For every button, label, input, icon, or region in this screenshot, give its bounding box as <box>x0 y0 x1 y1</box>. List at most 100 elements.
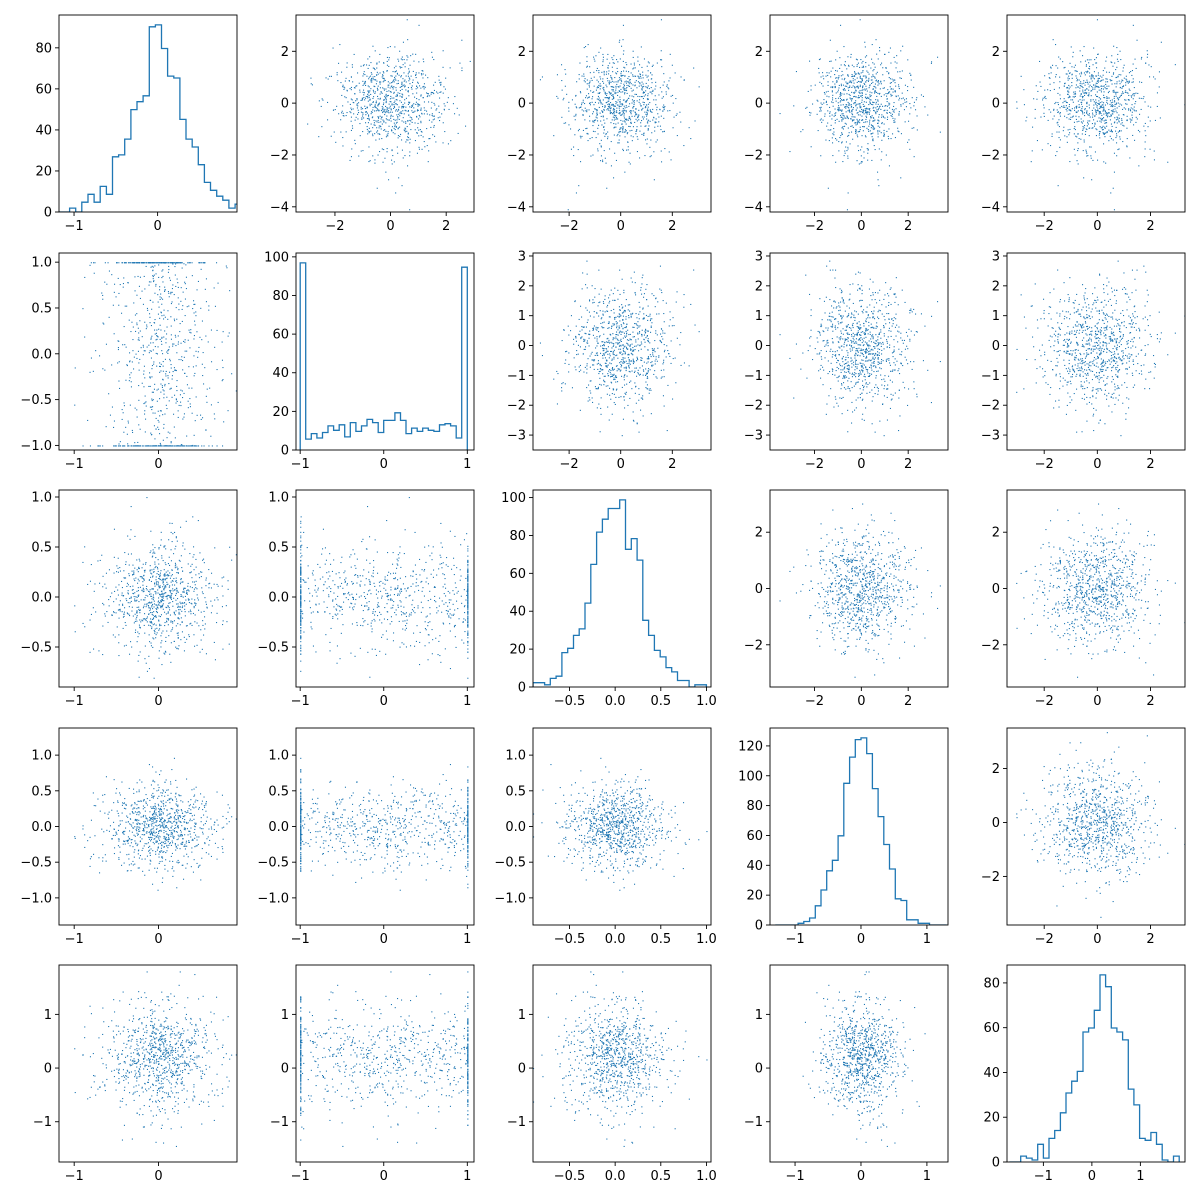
scatter-point <box>854 86 856 88</box>
scatter-point <box>1079 95 1081 97</box>
scatter-point <box>388 119 390 121</box>
scatter-point <box>1073 121 1075 123</box>
scatter-point <box>630 83 632 85</box>
scatter-point <box>356 107 358 109</box>
scatter-point <box>632 50 634 52</box>
scatter-point <box>396 114 398 116</box>
scatter-point <box>656 139 658 141</box>
scatter-point <box>612 369 614 371</box>
scatter-point <box>424 86 426 88</box>
scatter-point <box>588 109 590 111</box>
scatter-point <box>111 274 113 276</box>
scatter-point <box>1081 108 1083 110</box>
scatter-point <box>1049 83 1051 85</box>
scatter-point <box>401 59 403 61</box>
scatter-point <box>877 171 879 173</box>
scatter-point <box>418 135 420 137</box>
scatter-point <box>844 65 846 67</box>
scatter-point <box>1098 130 1100 132</box>
scatter-point <box>410 87 412 89</box>
scatter-point <box>171 378 173 380</box>
scatter-point <box>613 97 615 99</box>
scatter-point <box>635 402 637 404</box>
scatter-point <box>409 209 411 211</box>
scatter-point <box>152 349 154 351</box>
scatter-point <box>593 91 595 93</box>
scatter-point <box>1084 94 1086 96</box>
scatter-point <box>853 96 855 98</box>
scatter-point <box>1147 105 1149 107</box>
scatter-point <box>1069 128 1071 130</box>
scatter-point <box>349 88 351 90</box>
scatter-point <box>1062 61 1064 63</box>
scatter-point <box>371 117 373 119</box>
scatter-point <box>829 111 831 113</box>
scatter-point <box>188 329 190 331</box>
scatter-point <box>841 110 843 112</box>
scatter-point <box>874 91 876 93</box>
x-tick-label: 2 <box>668 219 676 234</box>
scatter-point <box>657 113 659 115</box>
scatter-point <box>829 115 831 117</box>
scatter-point <box>634 121 636 123</box>
scatter-point <box>837 97 839 99</box>
scatter-point <box>141 262 143 264</box>
scatter-point <box>1105 162 1107 164</box>
scatter-point <box>900 104 902 106</box>
scatter-point <box>616 322 618 324</box>
scatter-point <box>1081 99 1083 101</box>
scatter-point <box>859 84 861 86</box>
scatter-point <box>124 305 126 307</box>
scatter-point <box>133 302 135 304</box>
scatter-point <box>589 102 591 104</box>
scatter-point <box>1122 70 1124 72</box>
scatter-point <box>664 148 666 150</box>
scatter-point <box>396 146 398 148</box>
scatter-point <box>878 83 880 85</box>
scatter-point <box>805 107 807 109</box>
scatter-point <box>902 45 904 47</box>
scatter-point <box>95 350 97 352</box>
scatter-point <box>1116 58 1118 60</box>
scatter-point <box>181 356 183 358</box>
scatter-point <box>380 91 382 93</box>
scatter-point <box>1153 76 1155 78</box>
scatter-point <box>371 81 373 83</box>
scatter-point <box>647 338 649 340</box>
scatter-point <box>939 131 941 133</box>
scatter-point <box>1118 80 1120 82</box>
scatter-point <box>1093 84 1095 86</box>
scatter-point <box>617 71 619 73</box>
scatter-point <box>570 128 572 130</box>
scatter-point <box>168 296 170 298</box>
scatter-point <box>386 70 388 72</box>
scatter-point <box>578 107 580 109</box>
scatter-point <box>873 120 875 122</box>
scatter-point <box>1053 108 1055 110</box>
scatter-point <box>163 309 165 311</box>
scatter-point <box>1134 58 1136 60</box>
scatter-point <box>389 82 391 84</box>
scatter-point <box>622 39 624 41</box>
scatter-point <box>826 95 828 97</box>
scatter-point <box>855 131 857 133</box>
scatter-point <box>390 117 392 119</box>
scatter-point <box>394 100 396 102</box>
scatter-point <box>599 335 601 337</box>
y-tick-label: 60 <box>272 328 289 343</box>
scatter-point <box>1132 63 1134 65</box>
scatter-point <box>640 77 642 79</box>
scatter-point <box>875 107 877 109</box>
scatter-point <box>612 113 614 115</box>
scatter-point <box>180 401 182 403</box>
scatter-point <box>599 431 601 433</box>
scatter-point <box>910 74 912 76</box>
scatter-point <box>652 352 654 354</box>
scatter-point <box>145 265 147 267</box>
scatter-point <box>825 91 827 93</box>
scatter-point <box>415 77 417 79</box>
scatter-point <box>374 133 376 135</box>
scatter-point <box>383 80 385 82</box>
scatter-point <box>651 65 653 67</box>
scatter-point <box>875 103 877 105</box>
